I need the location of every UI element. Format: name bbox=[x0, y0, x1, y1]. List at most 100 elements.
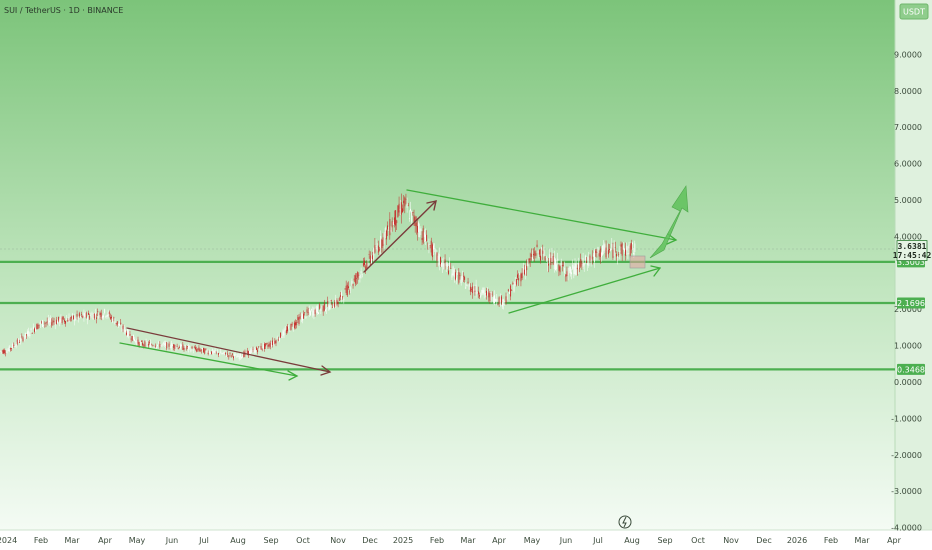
candle-body bbox=[298, 317, 300, 324]
time-tick-label: Mar bbox=[64, 536, 80, 545]
time-axis-background[interactable] bbox=[0, 530, 932, 550]
candle-body bbox=[151, 344, 153, 346]
candle-body bbox=[343, 299, 345, 300]
candle-body bbox=[297, 316, 299, 320]
candle-body bbox=[598, 253, 600, 257]
candle-body bbox=[427, 248, 429, 250]
candle-body bbox=[602, 245, 604, 255]
candle-body bbox=[519, 273, 521, 275]
price-axis-ticks: 9.0000 8.0000 7.0000 6.0000 5.0000 4.0000 2.00… bbox=[891, 50, 922, 532]
currency-button-bg[interactable] bbox=[899, 3, 929, 20]
candle-body bbox=[468, 283, 470, 290]
candle-body bbox=[126, 332, 127, 335]
candle-body bbox=[1, 350, 3, 352]
price-tick-label: 5.0000 bbox=[894, 196, 922, 205]
candle-body bbox=[346, 284, 348, 296]
candle-body bbox=[374, 245, 376, 253]
replay-icon-bolt[interactable] bbox=[622, 516, 627, 528]
replay-icon[interactable] bbox=[618, 515, 632, 529]
candle-body bbox=[615, 253, 617, 257]
candle-body bbox=[413, 215, 415, 223]
time-tick-label: Feb bbox=[34, 536, 48, 545]
candle-body bbox=[521, 272, 523, 279]
candle-body bbox=[235, 353, 237, 355]
candle-body bbox=[78, 313, 80, 317]
level-tag-support-0.3468 bbox=[897, 363, 925, 375]
candle-body bbox=[452, 266, 454, 276]
candle-body bbox=[629, 245, 631, 257]
candle-body bbox=[490, 291, 492, 301]
time-tick-label: Aug bbox=[230, 536, 246, 545]
candle-body bbox=[65, 321, 66, 324]
candle-body bbox=[380, 235, 382, 249]
descending-channel-top-arrowhead bbox=[320, 365, 332, 376]
candle-body bbox=[249, 350, 250, 354]
candle-body bbox=[597, 247, 599, 254]
candle-body bbox=[512, 283, 514, 285]
candle-body bbox=[489, 293, 491, 301]
candle-body bbox=[50, 317, 52, 322]
candle-body bbox=[279, 338, 280, 341]
candle-body bbox=[578, 263, 579, 270]
candle-body bbox=[11, 348, 12, 349]
candle-body bbox=[304, 312, 306, 313]
candle-body bbox=[201, 348, 203, 350]
candle-body bbox=[574, 263, 576, 275]
candle-body bbox=[326, 308, 328, 310]
candle-body bbox=[155, 346, 157, 348]
candle-body bbox=[444, 259, 446, 263]
candle-body bbox=[514, 281, 516, 286]
candle-body bbox=[364, 260, 365, 265]
candle-body bbox=[411, 210, 413, 222]
currency-button-label[interactable]: USDT bbox=[903, 8, 925, 17]
candle-body bbox=[592, 255, 594, 257]
candle-body bbox=[53, 321, 55, 323]
candle-body bbox=[587, 263, 589, 266]
candle-body bbox=[58, 316, 60, 321]
candle-body bbox=[320, 309, 322, 311]
candle-body bbox=[606, 250, 608, 251]
level-tag-label: 3.3003 bbox=[897, 258, 925, 267]
candle-body bbox=[423, 232, 425, 238]
candle-body bbox=[334, 302, 336, 307]
candle-body bbox=[146, 342, 148, 346]
candle-body bbox=[316, 306, 318, 314]
candle-body bbox=[632, 242, 633, 245]
time-tick-label: Apr bbox=[98, 536, 113, 545]
candle-body bbox=[215, 351, 217, 353]
candle-body bbox=[480, 295, 482, 298]
candle-body bbox=[167, 342, 169, 343]
candle-body bbox=[54, 322, 56, 326]
candle-body bbox=[60, 316, 62, 322]
candle-body bbox=[528, 258, 530, 263]
price-tick-label: -3.0000 bbox=[891, 487, 922, 496]
consolidation-box bbox=[629, 255, 646, 269]
candle-body bbox=[69, 318, 71, 321]
candle-body bbox=[486, 290, 487, 296]
candle-body bbox=[475, 284, 477, 295]
candle-body bbox=[159, 344, 161, 348]
candle-body bbox=[419, 228, 421, 238]
candle-body bbox=[121, 328, 123, 329]
candle-body bbox=[46, 321, 48, 323]
candle-body bbox=[188, 345, 190, 350]
candle-body bbox=[45, 322, 47, 324]
candle-body bbox=[17, 339, 19, 343]
candle-body bbox=[138, 342, 140, 347]
candle-body bbox=[93, 313, 95, 319]
candle-body bbox=[325, 309, 326, 312]
replay-icon-circle[interactable] bbox=[618, 515, 632, 529]
candle-body bbox=[576, 267, 578, 270]
rally-arrowhead bbox=[426, 200, 437, 211]
candle-body bbox=[323, 302, 325, 311]
candle-body bbox=[149, 342, 150, 343]
currency-button[interactable]: USDT bbox=[899, 3, 929, 20]
candle-body bbox=[97, 311, 99, 312]
candle-body bbox=[131, 336, 133, 341]
candle-body bbox=[284, 329, 286, 331]
trend-drawings bbox=[119, 189, 678, 381]
candle-body bbox=[216, 351, 218, 353]
candle-body bbox=[218, 353, 219, 355]
candle-body bbox=[407, 205, 409, 207]
